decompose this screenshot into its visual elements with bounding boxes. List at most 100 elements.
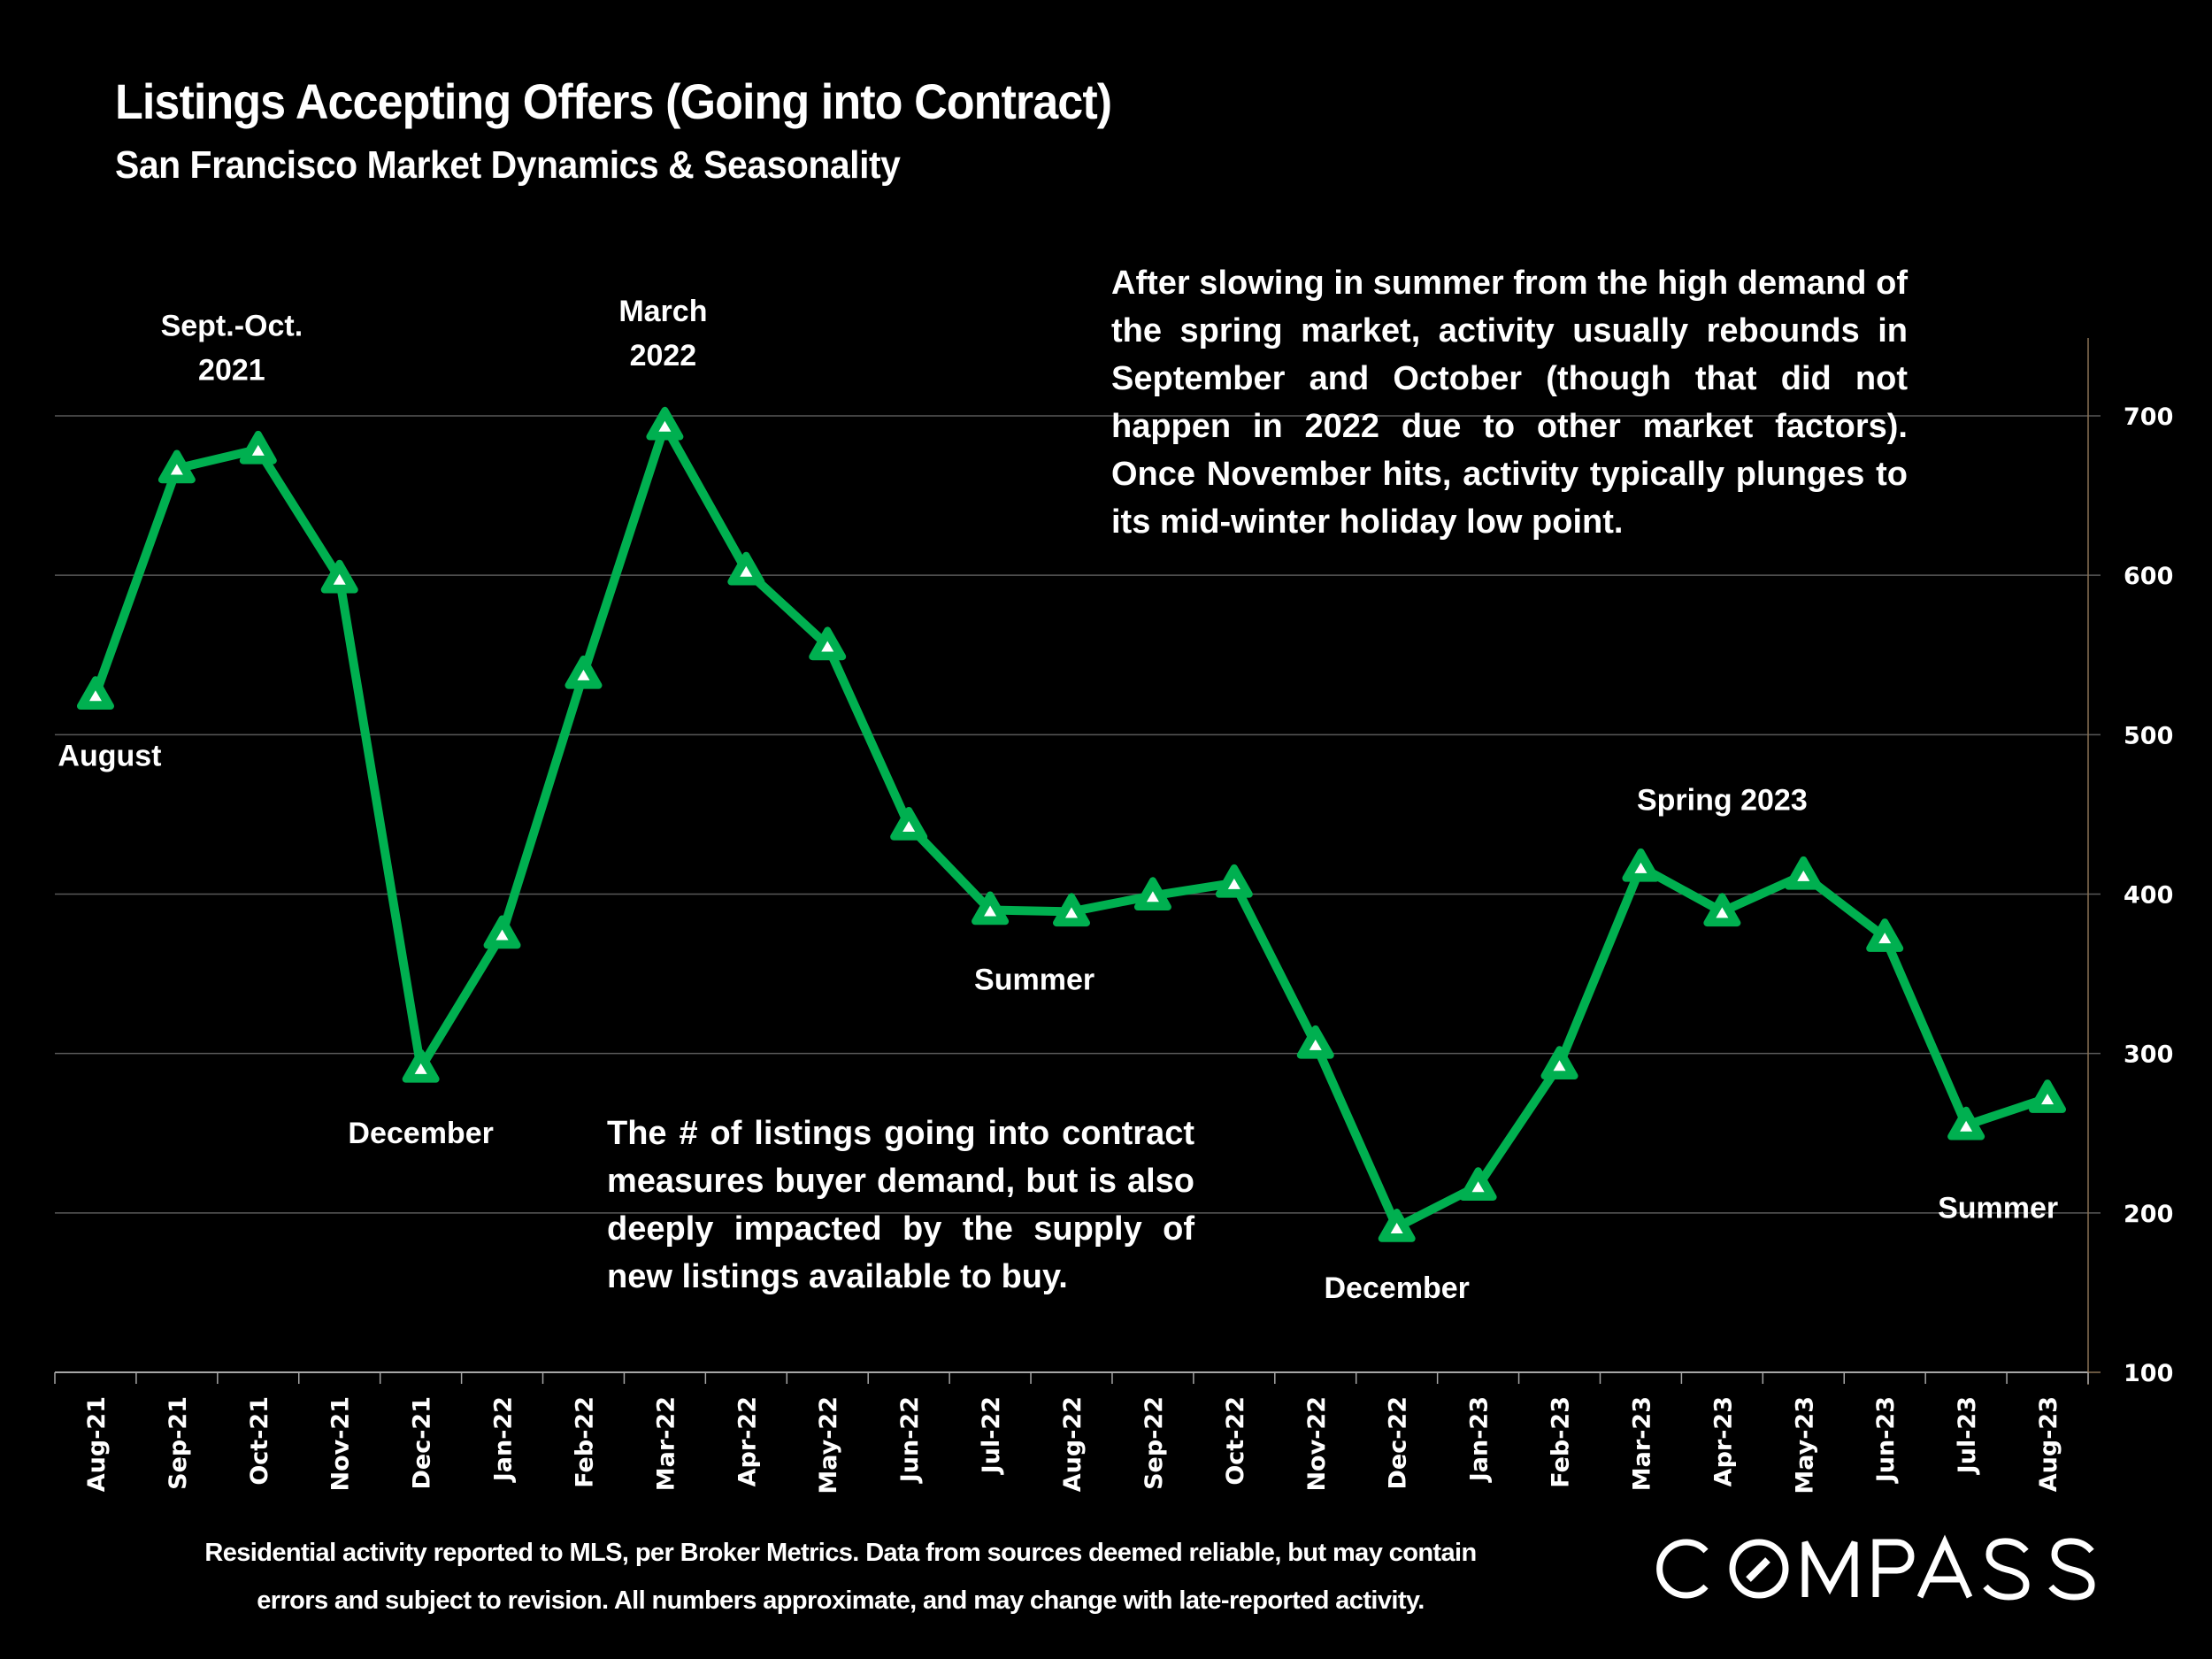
x-tick-label-aug-21: Aug-21 xyxy=(83,1396,111,1492)
data-point-feb-22 xyxy=(565,655,603,689)
y-tick-label-400: 400 xyxy=(2124,882,2173,910)
marker-fill xyxy=(88,690,102,702)
data-point-sep-21 xyxy=(157,449,196,484)
data-point-aug-21 xyxy=(76,676,114,710)
marker-fill xyxy=(1716,907,1729,918)
annotation-line: March xyxy=(618,295,707,328)
y-tick-label-200: 200 xyxy=(2124,1201,2173,1228)
x-axis-ticks: Aug-21 Sep-21 Oct-21 Nov-21 Dec-21 Jan-22 Feb-… xyxy=(83,1396,2062,1494)
data-point-jan-23 xyxy=(1459,1167,1497,1201)
chart-subtitle: San Francisco Market Dynamics & Seasonal… xyxy=(115,143,901,187)
x-tick-label-nov-21: Nov-21 xyxy=(327,1396,355,1492)
marker-fill xyxy=(1634,862,1647,873)
data-point-dec-22 xyxy=(1378,1209,1416,1242)
data-point-sep-22 xyxy=(1133,877,1171,911)
data-point-nov-21 xyxy=(320,559,358,594)
marker-fill xyxy=(902,821,916,833)
chart-title: Listings Accepting Offers (Going into Co… xyxy=(115,73,1112,129)
y-tick-label-700: 700 xyxy=(2124,403,2173,431)
marker-fill xyxy=(740,565,753,577)
data-point-mar-22 xyxy=(646,406,684,441)
annotation-spring-2023: Spring 2023 xyxy=(1637,783,1808,817)
y-tick-label-500: 500 xyxy=(2124,722,2173,749)
data-point-jul-22 xyxy=(972,891,1010,926)
x-tick-label-may-22: May-22 xyxy=(815,1396,842,1494)
marker-fill xyxy=(1471,1181,1485,1193)
annotation-line: Summer xyxy=(1938,1192,2058,1225)
x-tick-label-apr-22: Apr-22 xyxy=(733,1396,761,1486)
data-point-may-23 xyxy=(1785,856,1823,890)
logo-compass-o-icon xyxy=(1729,1539,1789,1599)
data-point-may-22 xyxy=(809,626,847,661)
x-tick-label-apr-23: Apr-23 xyxy=(1709,1396,1737,1486)
x-tick-label-jan-23: Jan-23 xyxy=(1466,1396,1494,1483)
annotation-line: December xyxy=(1324,1271,1469,1305)
x-tick-label-jul-22: Jul-22 xyxy=(978,1396,1005,1475)
annotation-note-seasonality: After slowing in summer from the high de… xyxy=(1111,265,1908,541)
marker-fill xyxy=(1390,1223,1403,1234)
marker-fill xyxy=(984,905,997,917)
data-point-apr-23 xyxy=(1703,893,1741,927)
logo-letter-m xyxy=(1801,1540,1858,1597)
y-tick-label-100: 100 xyxy=(2124,1360,2173,1387)
marker-fill xyxy=(821,641,834,652)
x-tick-label-jun-23: Jun-23 xyxy=(1872,1396,1900,1484)
data-point-feb-23 xyxy=(1540,1046,1578,1080)
data-point-nov-22 xyxy=(1296,1025,1334,1059)
data-point-mar-23 xyxy=(1622,848,1660,882)
compass-logo: COMPASS xyxy=(1656,1534,2095,1601)
marker-fill xyxy=(1309,1039,1322,1050)
annotation-line: Summer xyxy=(974,964,1094,997)
marker-fill xyxy=(2041,1094,2055,1105)
y-axis-ticks: 100 200 300 400 500 600 700 xyxy=(2124,403,2173,1387)
marker-fill xyxy=(1227,878,1240,889)
annotation-august: August xyxy=(58,739,161,772)
marker-fill xyxy=(1065,907,1078,918)
marker-fill xyxy=(333,573,346,585)
marker-fill xyxy=(495,929,509,941)
data-point-dec-21 xyxy=(402,1048,440,1083)
logo-letter-s-2 xyxy=(2048,1538,2095,1601)
marker-fill xyxy=(414,1063,427,1074)
marker-fill xyxy=(577,669,590,680)
x-tick-label-mar-23: Mar-23 xyxy=(1628,1396,1655,1491)
annotation-sept-oct-2021: Sept.-Oct. 2021 xyxy=(161,309,303,387)
marker-fill xyxy=(1960,1120,1973,1132)
data-point-jun-22 xyxy=(890,807,928,841)
series-listings xyxy=(76,406,2067,1242)
x-tick-label-feb-22: Feb-22 xyxy=(571,1396,598,1488)
x-tick-label-mar-22: Mar-22 xyxy=(652,1396,680,1491)
logo-letter-c xyxy=(1656,1539,1709,1599)
annotation-line: 2022 xyxy=(630,339,697,373)
annotation-summer: Summer xyxy=(974,964,1094,997)
footer-line-2: errors and subject to revision. All numb… xyxy=(257,1586,1425,1615)
data-point-jul-23 xyxy=(1947,1106,1985,1141)
axes xyxy=(54,338,2089,1385)
data-point-oct-22 xyxy=(1215,864,1253,898)
x-tick-label-jan-22: Jan-22 xyxy=(490,1396,518,1483)
marker-fill xyxy=(1146,891,1159,902)
marker-fill xyxy=(1797,870,1810,881)
x-tick-label-nov-22: Nov-22 xyxy=(1303,1396,1331,1492)
data-point-aug-23 xyxy=(2029,1079,2067,1113)
annotation-note-buyer-demand: The # of listings going into contract me… xyxy=(607,1115,1194,1295)
annotation-line: 2021 xyxy=(198,353,265,387)
x-tick-label-dec-21: Dec-21 xyxy=(409,1396,436,1490)
annotation-march-2022: March 2022 xyxy=(618,295,707,373)
data-point-jun-23 xyxy=(1866,918,1904,952)
x-tick-label-jul-23: Jul-23 xyxy=(1954,1396,1981,1475)
x-tick-label-oct-22: Oct-22 xyxy=(1222,1396,1249,1486)
x-tick-label-dec-22: Dec-22 xyxy=(1385,1396,1412,1490)
x-tick-label-may-23: May-23 xyxy=(1791,1396,1818,1494)
data-point-jan-22 xyxy=(483,915,521,949)
marker-fill xyxy=(658,420,672,432)
x-tick-label-sep-22: Sep-22 xyxy=(1141,1396,1168,1490)
annotation-line: December xyxy=(348,1117,493,1150)
x-tick-label-jun-22: Jun-22 xyxy=(896,1396,924,1484)
marker-fill xyxy=(170,464,183,475)
annotation-line: August xyxy=(58,739,161,772)
data-point-oct-21 xyxy=(239,430,277,465)
data-point-apr-22 xyxy=(727,551,765,586)
y-tick-label-600: 600 xyxy=(2124,563,2173,590)
